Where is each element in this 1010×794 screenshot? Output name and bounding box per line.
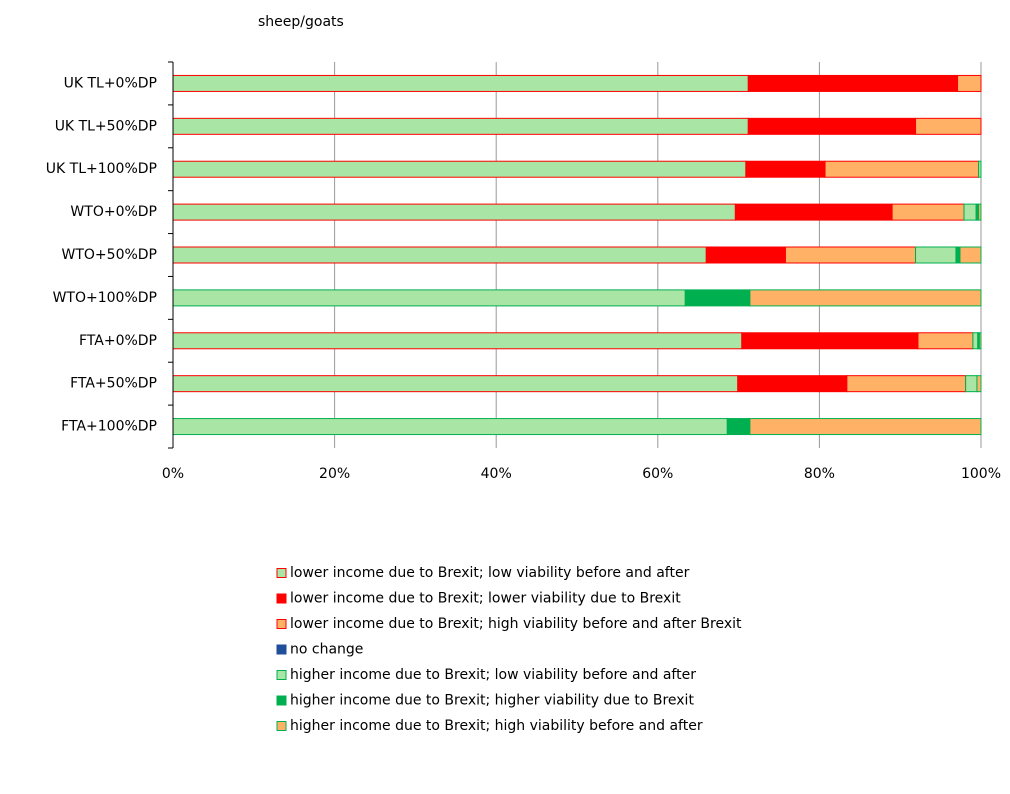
legend-swatch	[276, 593, 287, 604]
x-tick-label: 0%	[162, 466, 184, 482]
bar-segment	[976, 375, 982, 393]
bar-segment	[705, 246, 786, 264]
legend-swatch	[276, 644, 287, 655]
bar-segment	[978, 203, 982, 221]
legend-label: higher income due to Brexit; higher viab…	[290, 693, 694, 709]
bar-segment	[784, 246, 917, 264]
bar-segment	[891, 203, 965, 221]
bar-segment	[749, 418, 982, 436]
bar-segment	[741, 332, 919, 350]
bar-segment	[172, 74, 749, 92]
bar-segment	[172, 117, 749, 135]
bar-segment	[955, 246, 961, 264]
legend-label: lower income due to Brexit; lower viabil…	[290, 591, 681, 607]
bar-segment	[745, 160, 826, 178]
bar-segment	[747, 117, 917, 135]
x-tick-label: 40%	[481, 466, 512, 482]
legend-swatch	[276, 619, 287, 629]
bar-segment	[957, 74, 982, 92]
bar-segment	[959, 246, 982, 264]
legend-label: lower income due to Brexit; high viabili…	[290, 616, 742, 632]
y-tick-label: UK TL+0%DP	[64, 75, 157, 91]
legend-label: no change	[290, 642, 363, 658]
y-tick-label: WTO+100%DP	[53, 290, 157, 306]
bar-segment	[978, 160, 982, 178]
chart-title: sheep/goats	[258, 14, 344, 30]
y-tick-label: UK TL+100%DP	[46, 161, 157, 177]
x-tick-label: 80%	[804, 466, 835, 482]
bar-segment	[972, 332, 979, 350]
legend-swatch	[276, 568, 287, 578]
bar-segment	[172, 418, 728, 436]
bar-segment	[172, 203, 736, 221]
bar-segment	[737, 375, 848, 393]
y-tick-label: FTA+100%DP	[61, 419, 157, 435]
x-tick-label: 20%	[319, 466, 350, 482]
bar-segment	[172, 160, 747, 178]
x-tick-label: 100%	[961, 466, 1001, 482]
bar-segment	[846, 375, 967, 393]
x-tick-label: 60%	[642, 466, 673, 482]
legend-swatch	[276, 721, 287, 731]
bar-segment	[747, 74, 959, 92]
y-tick-label: FTA+50%DP	[70, 376, 157, 392]
legend-label: higher income due to Brexit; high viabil…	[290, 718, 703, 734]
bar-segment	[915, 117, 982, 135]
bar-segment	[172, 289, 686, 307]
bar-segment	[917, 332, 974, 350]
bar-segment	[963, 203, 977, 221]
bar-segment	[978, 332, 982, 350]
y-tick-label: WTO+0%DP	[70, 204, 157, 220]
bar-segment	[172, 246, 707, 264]
bar-segment	[684, 289, 751, 307]
bar-segment	[824, 160, 980, 178]
bar-segment	[734, 203, 893, 221]
y-tick-label: FTA+0%DP	[79, 333, 157, 349]
legend-swatch	[276, 695, 287, 706]
bar-segment	[172, 375, 739, 393]
legend-label: higher income due to Brexit; low viabili…	[290, 667, 696, 683]
y-tick-label: WTO+50%DP	[62, 247, 157, 263]
bar-segment	[172, 332, 743, 350]
bar-segment	[726, 418, 751, 436]
bar-segment	[915, 246, 957, 264]
legend-swatch	[276, 670, 287, 680]
bar-segment	[965, 375, 978, 393]
legend-label: lower income due to Brexit; low viabilit…	[290, 565, 690, 581]
y-tick-label: UK TL+50%DP	[55, 118, 157, 134]
bar-segment	[749, 289, 982, 307]
